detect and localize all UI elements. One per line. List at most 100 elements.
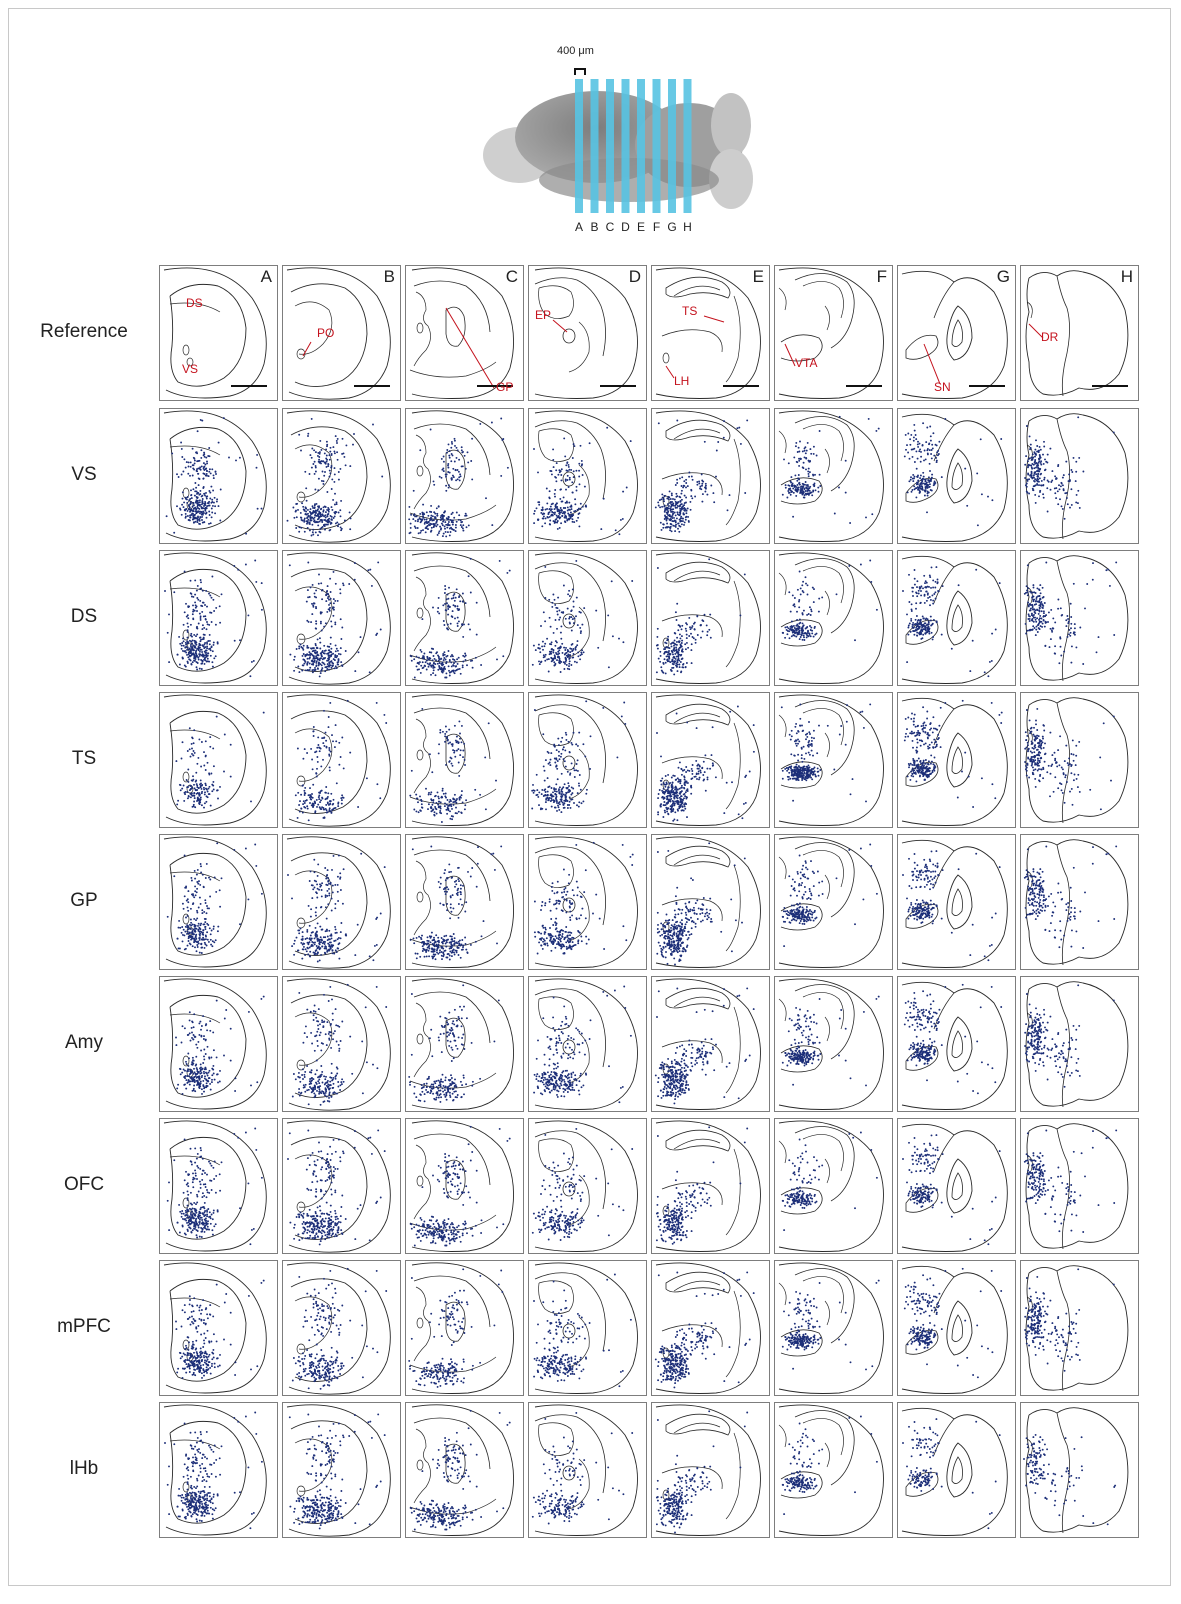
labeled-neurons bbox=[656, 842, 745, 965]
section-label-F: F bbox=[653, 220, 660, 234]
section-panel-gp-D bbox=[528, 834, 647, 970]
labeled-neurons bbox=[532, 1128, 633, 1241]
section-panel-mpfc-C bbox=[405, 1260, 524, 1396]
labeled-neurons bbox=[164, 1412, 263, 1530]
section-panel-vs-A bbox=[159, 408, 278, 544]
section-panel-ds-A bbox=[159, 550, 278, 686]
column-letter-F: F bbox=[877, 267, 887, 287]
section-panel-amy-E bbox=[651, 976, 770, 1112]
section-panel-ds-G bbox=[897, 550, 1016, 686]
section-panel-lhb-F bbox=[774, 1402, 893, 1538]
coronal-section-outline bbox=[775, 409, 893, 544]
section-panel-lhb-B bbox=[282, 1402, 401, 1538]
coronal-section-outline bbox=[898, 1119, 1016, 1254]
labeled-neurons bbox=[287, 1129, 386, 1245]
section-panel-mpfc-B bbox=[282, 1260, 401, 1396]
section-panel-ds-E bbox=[651, 550, 770, 686]
coronal-section-outline bbox=[652, 835, 770, 970]
coronal-section-outline bbox=[775, 1403, 893, 1538]
labeled-neurons bbox=[782, 560, 878, 642]
labeled-neurons bbox=[410, 558, 511, 679]
coronal-section-outline bbox=[160, 1403, 278, 1538]
row-label-ts: TS bbox=[9, 748, 159, 770]
section-panel-lhb-C bbox=[405, 1402, 524, 1538]
labeled-neurons bbox=[655, 1271, 755, 1388]
coronal-section-outline bbox=[775, 551, 893, 686]
coronal-section-outline bbox=[283, 1261, 401, 1396]
section-panel-lhb-E bbox=[651, 1402, 770, 1538]
scale-bar bbox=[231, 385, 267, 387]
row-label-lhb: lHb bbox=[9, 1458, 159, 1480]
labeled-neurons bbox=[295, 700, 387, 821]
coronal-section-outline bbox=[160, 1119, 278, 1254]
column-letter-A: A bbox=[261, 267, 272, 287]
section-panel-ofc-H bbox=[1020, 1118, 1139, 1254]
coronal-section-outline bbox=[406, 977, 524, 1112]
labeled-neurons bbox=[782, 1416, 878, 1516]
labeled-neurons bbox=[410, 1410, 511, 1531]
section-band-F bbox=[653, 79, 661, 213]
section-panel-mpfc-H bbox=[1020, 1260, 1139, 1396]
labeled-neurons bbox=[534, 842, 634, 955]
coronal-section-outline bbox=[898, 1403, 1016, 1538]
section-panel-ofc-A bbox=[159, 1118, 278, 1254]
coronal-section-outline bbox=[406, 551, 524, 686]
column-letter-H: H bbox=[1121, 267, 1133, 287]
region-label-dr: DR bbox=[1041, 330, 1058, 344]
section-label-E: E bbox=[637, 220, 645, 234]
section-panel-gp-E bbox=[651, 834, 770, 970]
section-panel-amy-G bbox=[897, 976, 1016, 1112]
region-label-sn: SN bbox=[934, 380, 951, 394]
region-pointer-ts bbox=[704, 316, 724, 322]
section-panel-amy-A bbox=[159, 976, 278, 1112]
coronal-section-outline bbox=[160, 551, 278, 686]
scale-bar bbox=[969, 385, 1005, 387]
section-panel-vs-B bbox=[282, 408, 401, 544]
labeled-neurons bbox=[167, 1128, 263, 1246]
coronal-section-outline bbox=[1021, 1261, 1139, 1396]
scale-bar bbox=[1092, 385, 1128, 387]
region-label-ts: TS bbox=[682, 304, 697, 318]
coronal-section-outline bbox=[283, 835, 401, 970]
column-letter-B: B bbox=[384, 267, 395, 287]
section-panel-lhb-D bbox=[528, 1402, 647, 1538]
section-label-H: H bbox=[683, 220, 692, 234]
coronal-section-outline bbox=[529, 693, 647, 828]
section-panel-mpfc-E bbox=[651, 1260, 770, 1396]
coronal-section-outline bbox=[898, 551, 1016, 686]
section-panel-ts-B bbox=[282, 692, 401, 828]
scale-label: 400 μm bbox=[557, 45, 594, 57]
coronal-section-outline bbox=[898, 693, 1016, 828]
labeled-neurons bbox=[289, 561, 382, 677]
section-band-C bbox=[606, 79, 614, 213]
coronal-section-outline bbox=[160, 1261, 278, 1396]
region-label-ep: EP bbox=[535, 308, 551, 322]
labeled-neurons bbox=[410, 845, 503, 960]
section-panel-ts-C bbox=[405, 692, 524, 828]
coronal-section-outline bbox=[529, 551, 647, 686]
section-panel-ds-D bbox=[528, 550, 647, 686]
labeled-neurons bbox=[410, 1126, 511, 1247]
labeled-neurons bbox=[408, 1268, 503, 1388]
coronal-section-outline bbox=[898, 835, 1016, 970]
labeled-neurons bbox=[655, 987, 755, 1104]
labeled-neurons bbox=[532, 560, 633, 673]
section-panel-amy-D bbox=[528, 976, 647, 1112]
labeled-neurons bbox=[1024, 1129, 1117, 1233]
section-panel-vs-C bbox=[405, 408, 524, 544]
section-band-E bbox=[637, 79, 645, 213]
coronal-section-outline bbox=[406, 409, 524, 544]
section-panel-mpfc-D bbox=[528, 1260, 647, 1396]
section-panel-ds-F bbox=[774, 550, 893, 686]
section-panel-ts-A bbox=[159, 692, 278, 828]
coronal-section-outline bbox=[898, 977, 1016, 1112]
labeled-neurons bbox=[904, 700, 1003, 808]
labeled-neurons bbox=[408, 418, 509, 538]
region-pointer-gp bbox=[446, 308, 494, 388]
coronal-section-outline bbox=[283, 409, 401, 544]
